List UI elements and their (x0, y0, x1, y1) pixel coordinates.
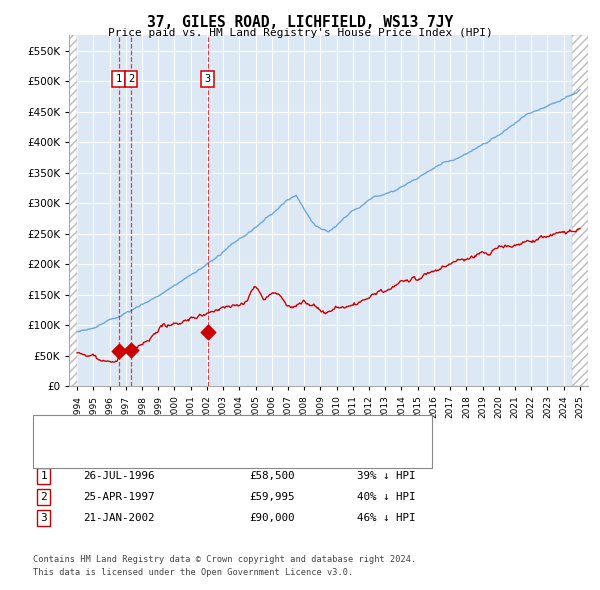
Text: HPI: Average price, detached house, Lichfield: HPI: Average price, detached house, Lich… (77, 439, 352, 448)
Text: 21-JAN-2002: 21-JAN-2002 (83, 513, 154, 523)
Text: £90,000: £90,000 (249, 513, 295, 523)
Point (114, 346, 124, 355)
Text: 46% ↓ HPI: 46% ↓ HPI (357, 513, 415, 523)
Point (203, 327, 212, 336)
Text: 3: 3 (40, 513, 47, 523)
Text: 1: 1 (40, 471, 47, 481)
Text: 2: 2 (128, 74, 134, 84)
Text: 40% ↓ HPI: 40% ↓ HPI (357, 492, 415, 502)
Text: 1: 1 (116, 74, 122, 84)
Text: 25-APR-1997: 25-APR-1997 (83, 492, 154, 502)
Text: 39% ↓ HPI: 39% ↓ HPI (357, 471, 415, 481)
Text: 26-JUL-1996: 26-JUL-1996 (83, 471, 154, 481)
Text: Price paid vs. HM Land Registry's House Price Index (HPI): Price paid vs. HM Land Registry's House … (107, 28, 493, 38)
Text: £58,500: £58,500 (249, 471, 295, 481)
Text: £59,995: £59,995 (249, 492, 295, 502)
Point (126, 345, 136, 355)
Text: 2: 2 (40, 492, 47, 502)
Text: 3: 3 (205, 74, 211, 84)
Text: This data is licensed under the Open Government Licence v3.0.: This data is licensed under the Open Gov… (33, 568, 353, 577)
Text: 37, GILES ROAD, LICHFIELD, WS13 7JY: 37, GILES ROAD, LICHFIELD, WS13 7JY (147, 15, 453, 30)
Text: 37, GILES ROAD, LICHFIELD, WS13 7JY (detached house): 37, GILES ROAD, LICHFIELD, WS13 7JY (det… (77, 421, 395, 431)
Text: Contains HM Land Registry data © Crown copyright and database right 2024.: Contains HM Land Registry data © Crown c… (33, 555, 416, 564)
